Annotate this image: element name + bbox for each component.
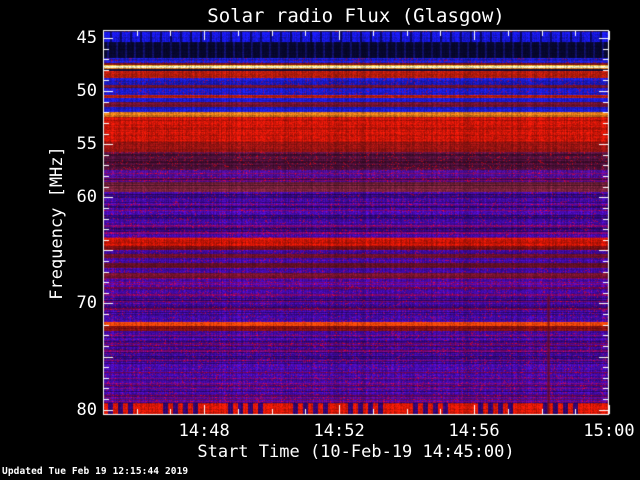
y-axis-title: Frequency [MHz] — [47, 146, 67, 300]
x-tick-label: 15:00 — [583, 421, 634, 441]
y-tick-label: 55 — [57, 134, 97, 154]
x-axis-title: Start Time (10-Feb-19 14:45:00) — [103, 442, 609, 462]
y-tick-label: 70 — [57, 293, 97, 313]
x-tick-label: 14:52 — [314, 421, 365, 441]
x-tick-label: 14:48 — [179, 421, 230, 441]
y-tick-label: 80 — [57, 400, 97, 420]
y-tick-label: 60 — [57, 187, 97, 207]
plot-title: Solar radio Flux (Glasgow) — [103, 5, 609, 27]
spectrogram-window: Solar radio Flux (Glasgow) Start Time (1… — [0, 0, 640, 480]
y-tick-label: 45 — [57, 28, 97, 48]
y-tick-label: 50 — [57, 81, 97, 101]
update-timestamp: Updated Tue Feb 19 12:15:44 2019 — [2, 466, 188, 477]
x-tick-label: 14:56 — [448, 421, 499, 441]
